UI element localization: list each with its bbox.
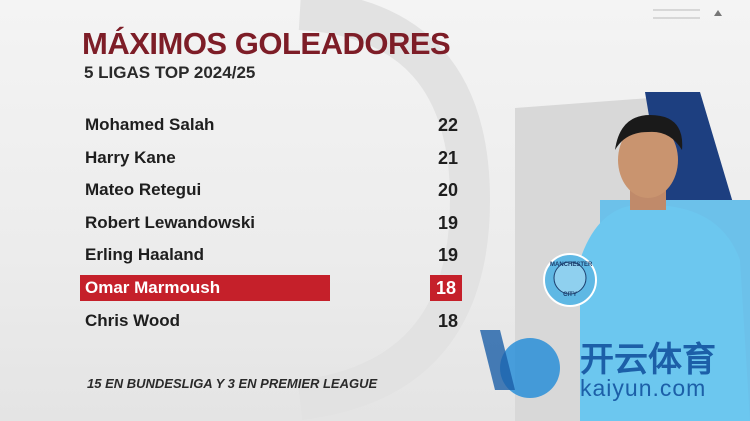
watermark: 开云体育 bbox=[580, 341, 716, 379]
player-name: Chris Wood bbox=[85, 310, 181, 330]
player-name: Robert Lewandowski bbox=[85, 212, 256, 232]
player-name: Harry Kane bbox=[85, 147, 176, 167]
player-name: Mateo Retegui bbox=[85, 180, 202, 200]
badge-text: CITY bbox=[563, 292, 577, 298]
goal-count: 20 bbox=[437, 180, 458, 201]
highlight-box bbox=[430, 275, 462, 301]
subtitle: 5 LIGAS TOP 2024/25 bbox=[84, 63, 256, 82]
goal-count: 19 bbox=[437, 245, 458, 266]
scorer-row: Omar Marmoush 18 bbox=[80, 275, 462, 301]
scorer-row: Robert Lewandowski 19 bbox=[80, 210, 462, 236]
watermark: kaiyun.com bbox=[580, 375, 707, 401]
goal-count: 18 bbox=[435, 278, 456, 298]
title: MÁXIMOS GOLEADORES bbox=[82, 26, 451, 61]
footnote: 15 EN BUNDESLIGA Y 3 EN PREMIER LEAGUE bbox=[87, 376, 378, 391]
scorer-row: Harry Kane 21 bbox=[80, 145, 462, 171]
badge-text: MANCHESTER bbox=[550, 262, 593, 268]
player-name: Omar Marmoush bbox=[85, 278, 221, 297]
player-name: Erling Haaland bbox=[85, 245, 205, 265]
goal-count: 22 bbox=[437, 115, 458, 135]
player-name: Mohamed Salah bbox=[85, 115, 215, 134]
goal-count: 18 bbox=[437, 310, 458, 331]
scorer-row: Erling Haaland 19 bbox=[80, 242, 462, 268]
goal-count: 21 bbox=[437, 147, 458, 168]
scorer-row: Mateo Retegui 20 bbox=[80, 177, 462, 203]
scorer-row: Mohamed Salah 22 bbox=[80, 112, 462, 138]
highlight-bar bbox=[80, 275, 330, 301]
scorer-row: Chris Wood 18 bbox=[80, 308, 462, 334]
goal-count: 19 bbox=[437, 212, 458, 233]
